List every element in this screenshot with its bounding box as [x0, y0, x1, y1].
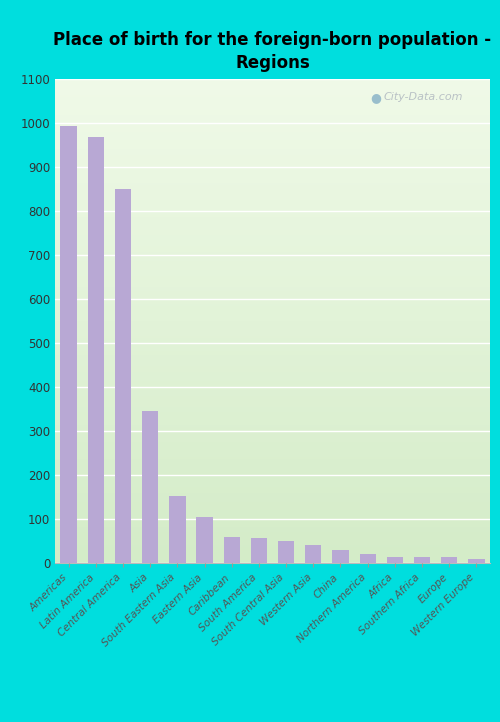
- Text: ●: ●: [370, 92, 382, 105]
- Bar: [360, 554, 376, 563]
- Bar: [305, 544, 322, 563]
- Bar: [251, 538, 267, 563]
- Bar: [169, 496, 186, 563]
- Bar: [224, 536, 240, 563]
- Bar: [332, 549, 348, 563]
- Bar: [468, 559, 484, 563]
- Bar: [196, 518, 212, 563]
- Bar: [278, 542, 294, 563]
- Bar: [60, 126, 77, 563]
- Bar: [414, 557, 430, 563]
- Text: City-Data.com: City-Data.com: [384, 92, 463, 102]
- Bar: [115, 189, 131, 563]
- Bar: [441, 557, 458, 563]
- Bar: [142, 412, 158, 563]
- Bar: [386, 557, 403, 563]
- Bar: [88, 137, 104, 563]
- Title: Place of birth for the foreign-born population -
Regions: Place of birth for the foreign-born popu…: [54, 31, 492, 72]
